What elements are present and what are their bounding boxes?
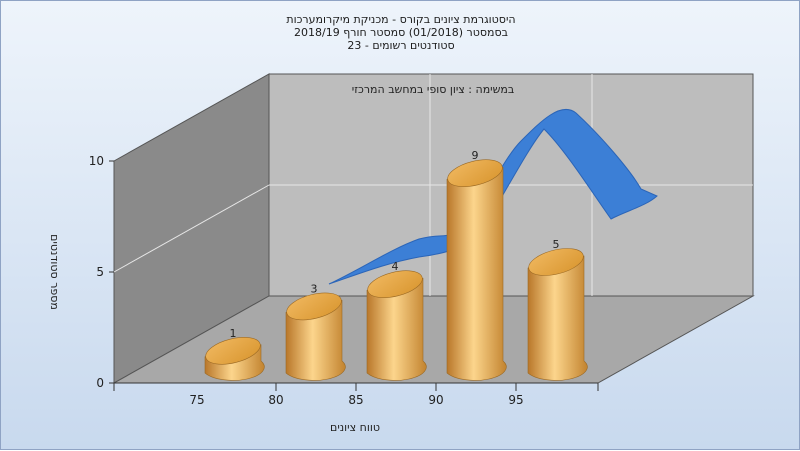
bar-body [366,277,427,381]
x-tick-label: 95 [508,393,523,407]
bar-value-label: 9 [472,149,479,162]
x-tick-label: 85 [348,393,363,407]
bar-cap [286,292,342,321]
bar: 9 [446,149,507,381]
bar: 4 [366,260,427,381]
y-tick-label: 5 [96,265,104,279]
y-axis-label: מספר סטודנטים [48,234,61,310]
bar-value-label: 3 [311,282,318,295]
bar-cap [367,270,423,298]
bar-body [285,300,346,381]
chart-title-enrolled: סטודנטים רשומים - 23 [347,39,455,52]
bar-cap [205,337,261,365]
bar-cap [447,159,503,187]
bar: 5 [527,238,588,381]
x-tick-label: 90 [428,393,443,407]
x-tick-label: 80 [268,393,283,407]
chart-subtitle: במשימה : ציון סופי במחשב המרכזי [352,83,515,96]
bar: 3 [285,282,346,381]
x-tick-label: 75 [189,393,204,407]
chart-title-semester: בסמסטר (01/2018) סמסטר חורף 2018/19 [294,26,508,39]
chart-title: היסטוגרמת ציונים בקורס - מכניקת מיקרומער… [286,13,516,26]
bar-value-label: 5 [553,238,560,251]
bar-body [527,255,588,381]
x-axis-label: טווח ציונים [330,421,380,434]
bar-value-label: 1 [230,327,237,340]
grid-lines [113,74,753,296]
bar-cap [528,248,584,276]
bar-body [446,166,507,381]
bar-value-label: 4 [392,260,399,273]
y-tick-label: 0 [96,376,104,390]
y-tick-label: 10 [89,154,104,168]
bar: 1 [204,327,265,381]
